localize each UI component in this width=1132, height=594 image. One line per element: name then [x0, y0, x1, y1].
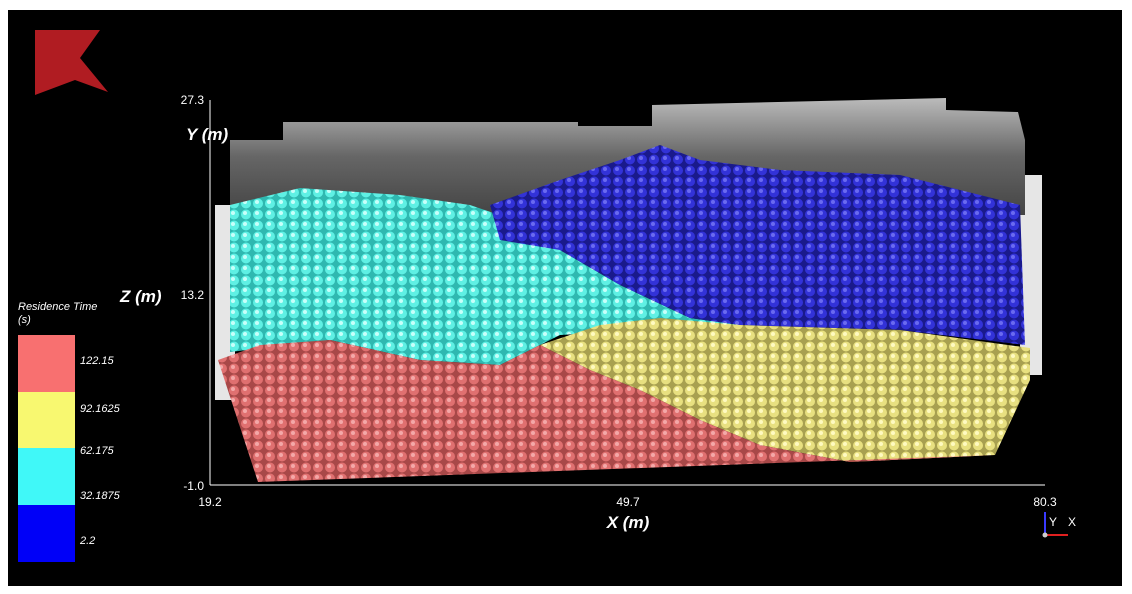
axis-label: Z (m): [119, 287, 162, 306]
legend-swatch: [18, 448, 75, 505]
tick-label: -1.0: [183, 479, 204, 493]
tick-label: 80.3: [1033, 495, 1057, 509]
viewer: 27.3 13.2 -1.0 19.2 49.7 80.3 Y (m) Z (m…: [0, 0, 1132, 594]
legend-swatch: [18, 392, 75, 448]
orientation-origin: [1043, 533, 1048, 538]
legend-unit: (s): [18, 314, 31, 326]
orientation-label: X: [1068, 515, 1076, 529]
axis-label: X (m): [606, 513, 650, 532]
legend-label: 2.2: [79, 535, 95, 547]
legend-label: 122.15: [80, 355, 115, 367]
tick-label: 13.2: [181, 288, 205, 302]
axis-label: Y (m): [186, 125, 229, 144]
legend-label: 32.1875: [80, 490, 121, 502]
legend-label: 62.175: [80, 445, 115, 457]
tick-label: 27.3: [181, 93, 205, 107]
tick-label: 49.7: [616, 495, 640, 509]
tick-label: 19.2: [198, 495, 222, 509]
legend-swatch: [18, 505, 75, 562]
orientation-label: Y: [1049, 515, 1057, 529]
legend-title: Residence Time: [18, 301, 97, 313]
legend-label: 92.1625: [80, 403, 121, 415]
legend-swatch: [18, 335, 75, 392]
viewport: 27.3 13.2 -1.0 19.2 49.7 80.3 Y (m) Z (m…: [0, 0, 1132, 594]
